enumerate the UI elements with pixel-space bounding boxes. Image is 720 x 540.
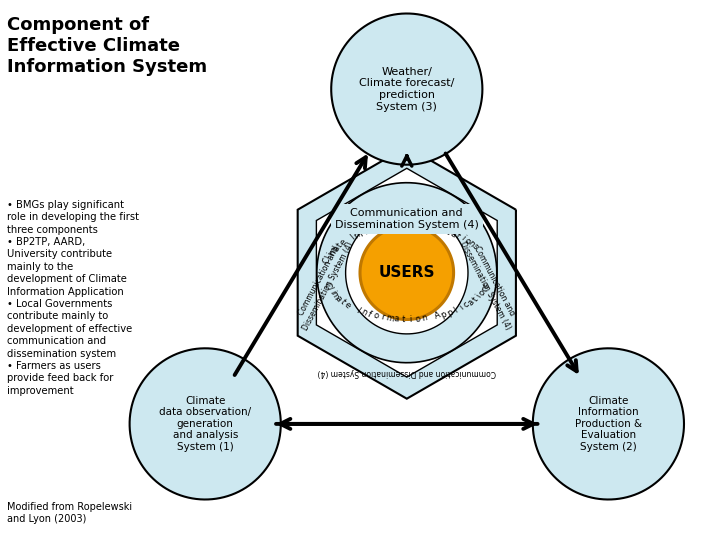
- Text: i: i: [459, 234, 467, 242]
- Text: m: m: [329, 290, 341, 301]
- Text: o: o: [362, 227, 372, 237]
- Text: a: a: [393, 314, 400, 323]
- Text: o: o: [372, 311, 380, 321]
- Text: o: o: [477, 288, 487, 296]
- Polygon shape: [316, 168, 498, 377]
- Text: o: o: [399, 221, 405, 231]
- Text: n: n: [352, 231, 361, 241]
- Text: Communication and
Dissemination System (4): Communication and Dissemination System (…: [335, 208, 479, 230]
- Text: i: i: [327, 289, 336, 295]
- Polygon shape: [360, 226, 454, 320]
- Text: C: C: [322, 256, 332, 265]
- Text: e: e: [342, 300, 352, 310]
- Text: I: I: [348, 234, 356, 242]
- Text: a: a: [333, 294, 343, 303]
- Polygon shape: [533, 348, 684, 500]
- Text: i: i: [394, 222, 397, 231]
- Text: t: t: [338, 298, 347, 306]
- Text: p: p: [422, 222, 429, 232]
- Text: m: m: [372, 224, 383, 235]
- Polygon shape: [317, 183, 497, 363]
- Polygon shape: [297, 147, 516, 399]
- Text: c: c: [462, 300, 471, 310]
- Text: o: o: [462, 236, 472, 246]
- Text: Communication and
Dissemination System (4): Communication and Dissemination System (…: [292, 235, 356, 332]
- Polygon shape: [130, 348, 281, 500]
- Text: p: p: [446, 307, 454, 318]
- Text: n: n: [466, 238, 476, 248]
- Text: a: a: [449, 229, 458, 239]
- Text: i: i: [409, 315, 412, 324]
- Text: a: a: [331, 244, 341, 253]
- Text: f: f: [366, 309, 373, 319]
- Text: Climate
data observation/
generation
and analysis
System (1): Climate data observation/ generation and…: [159, 396, 251, 452]
- Text: n: n: [480, 285, 490, 293]
- Text: r: r: [369, 226, 376, 235]
- Text: i: i: [326, 251, 336, 257]
- Text: n: n: [359, 307, 368, 318]
- Text: A: A: [416, 222, 423, 232]
- Text: m: m: [328, 246, 339, 257]
- Text: l: l: [452, 306, 459, 315]
- Polygon shape: [331, 14, 482, 165]
- Text: t: t: [454, 232, 462, 241]
- Text: Component of
Effective Climate
Information System: Component of Effective Climate Informati…: [7, 16, 207, 76]
- Text: Communication and Dissemination System (4): Communication and Dissemination System (…: [318, 368, 496, 377]
- Text: o: o: [414, 314, 420, 323]
- Text: I: I: [354, 306, 361, 315]
- Text: A: A: [433, 310, 442, 321]
- Text: Weather/
Climate forecast/
prediction
System (3): Weather/ Climate forecast/ prediction Sy…: [359, 67, 454, 111]
- Text: s: s: [469, 241, 480, 251]
- Text: n: n: [420, 313, 428, 323]
- Text: i: i: [440, 226, 446, 235]
- Text: USERS: USERS: [379, 265, 435, 280]
- Text: t: t: [402, 315, 405, 324]
- Text: C: C: [322, 281, 332, 289]
- Text: i: i: [474, 292, 483, 299]
- Text: p: p: [439, 309, 449, 320]
- Text: t: t: [336, 241, 344, 249]
- Text: f: f: [358, 229, 365, 238]
- Text: t: t: [471, 295, 480, 303]
- Text: r: r: [379, 313, 386, 322]
- Text: a: a: [380, 223, 387, 233]
- Text: Communication and
Dissemination System (4): Communication and Dissemination System (…: [458, 235, 521, 332]
- Text: Climate
Information
Production &
Evaluation
System (2): Climate Information Production & Evaluat…: [575, 396, 642, 452]
- Text: l: l: [324, 255, 333, 260]
- Text: t: t: [387, 222, 392, 232]
- Text: a: a: [466, 298, 476, 307]
- Text: p: p: [428, 223, 436, 233]
- Text: e: e: [338, 238, 348, 247]
- Text: s: s: [482, 281, 492, 288]
- Text: Modified from Ropelewski
and Lyon (2003): Modified from Ropelewski and Lyon (2003): [7, 502, 132, 524]
- Text: c: c: [444, 227, 452, 238]
- Text: • BMGs play significant
role in developing the first
three components
• BP2TP, A: • BMGs play significant role in developi…: [7, 200, 139, 396]
- Text: l: l: [434, 225, 440, 234]
- Text: l: l: [324, 286, 333, 291]
- Polygon shape: [346, 212, 468, 334]
- Text: n: n: [405, 221, 410, 231]
- Text: m: m: [384, 313, 395, 323]
- Text: i: i: [457, 303, 465, 312]
